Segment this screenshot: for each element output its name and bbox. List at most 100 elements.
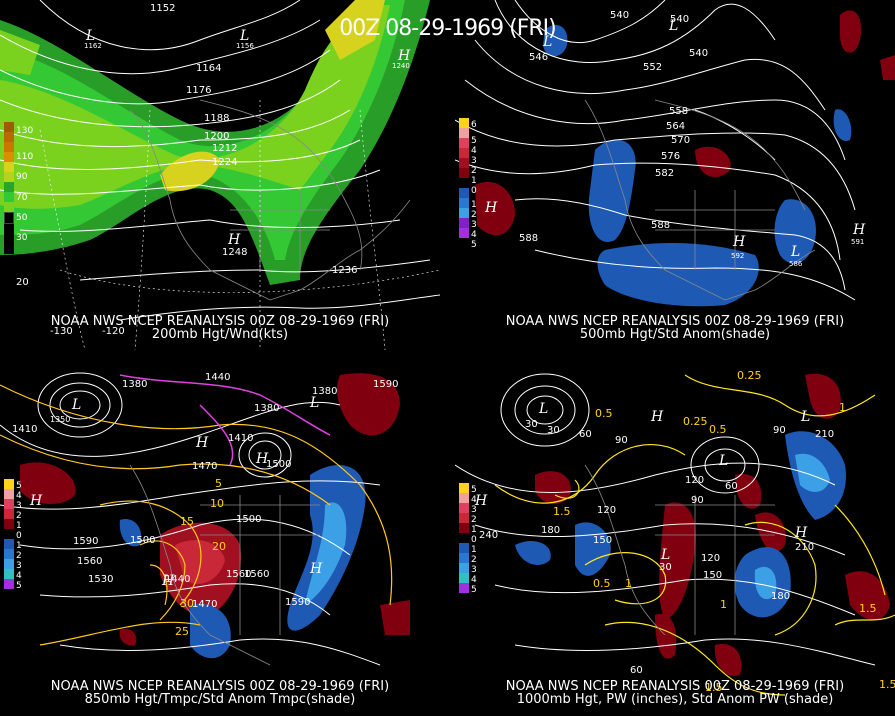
color-scale-500mb bbox=[459, 118, 469, 238]
contour-label: 120 bbox=[597, 505, 616, 516]
contour-label: 552 bbox=[643, 62, 662, 73]
low-center-marker: L bbox=[800, 409, 810, 425]
high-center-marker: H bbox=[794, 525, 808, 541]
pw-label: 0.25 bbox=[683, 415, 708, 428]
temp-label: 5 bbox=[215, 477, 222, 490]
high-center-marker: H bbox=[397, 48, 411, 64]
scale-label: 5 bbox=[471, 240, 477, 250]
contour-label: 1380 bbox=[312, 386, 337, 397]
longitude-label: -120 bbox=[102, 326, 125, 337]
scale-label: 30 bbox=[16, 233, 28, 243]
contour-label: 1560 bbox=[244, 569, 269, 580]
scale-label: 4 bbox=[16, 491, 22, 501]
high-center-marker: H bbox=[227, 232, 241, 248]
scale-label: 0 bbox=[16, 531, 22, 541]
scale-label: 3 bbox=[16, 561, 22, 571]
scale-label: 50 bbox=[16, 213, 28, 223]
high-center-marker: H bbox=[732, 234, 746, 250]
scale-label: 1 bbox=[16, 541, 22, 551]
contour-label: 1156 bbox=[236, 42, 254, 50]
contour-label: 1410 bbox=[12, 424, 37, 435]
contour-label: 210 bbox=[815, 429, 834, 440]
contour-label: 588 bbox=[519, 233, 538, 244]
contour-label: 540 bbox=[670, 14, 689, 25]
contour-label: 1188 bbox=[204, 113, 229, 124]
contour-label: 564 bbox=[666, 121, 685, 132]
scale-label: 1 bbox=[16, 521, 22, 531]
contour-label: 30 bbox=[525, 419, 538, 430]
pw-label: 0.5 bbox=[593, 577, 611, 590]
scale-label: 90 bbox=[16, 172, 28, 182]
contour-label: 210 bbox=[795, 542, 814, 553]
contour-label: 90 bbox=[773, 425, 786, 436]
longitude-label: -130 bbox=[50, 326, 73, 337]
panel-1000mb: 30 60 90 120 150 180 210 240 120 90 60 3… bbox=[455, 365, 895, 716]
contour-label: 1470 bbox=[192, 461, 217, 472]
high-center-marker: H bbox=[255, 451, 269, 467]
panel-500mb: 540 540 546 552 558 564 570 576 582 588 … bbox=[455, 0, 895, 350]
caption-line2: 500mb Hgt/Std Anom(shade) bbox=[579, 327, 771, 342]
scale-label: 0 bbox=[471, 535, 477, 545]
scale-label: 3 bbox=[471, 505, 477, 515]
pw-label: 0.5 bbox=[595, 407, 613, 420]
high-center-marker: H bbox=[484, 200, 498, 216]
map-500mb: 540 540 546 552 558 564 570 576 582 588 … bbox=[455, 0, 895, 307]
contour-label: 1410 bbox=[228, 433, 253, 444]
scale-label: 1 bbox=[471, 200, 477, 210]
temp-label: 10 bbox=[210, 497, 224, 510]
low-center-marker: L bbox=[239, 28, 249, 44]
pw-label: 1 bbox=[625, 577, 632, 590]
scale-label: 70 bbox=[16, 193, 28, 203]
caption-line2: 200mb Hgt/Wnd(kts) bbox=[151, 327, 289, 342]
scale-label: 2 bbox=[471, 210, 477, 220]
contour-label: 592 bbox=[731, 252, 744, 260]
contour-label: 60 bbox=[725, 481, 738, 492]
scale-label: 1 bbox=[471, 525, 477, 535]
pw-label: 1.5 bbox=[879, 678, 895, 691]
scale-label: 3 bbox=[471, 156, 477, 166]
scale-label: 4 bbox=[471, 146, 477, 156]
contour-label: 1440 bbox=[205, 372, 230, 383]
contour-label: 150 bbox=[593, 535, 612, 546]
contour-label: 586 bbox=[789, 260, 803, 268]
scale-label: 3 bbox=[471, 220, 477, 230]
temp-label: 15 bbox=[180, 515, 194, 528]
scale-label: 4 bbox=[471, 230, 477, 240]
contour-label: 1200 bbox=[204, 131, 229, 142]
low-center-marker: L bbox=[790, 244, 800, 260]
caption-line1: NOAA NWS NCEP REANALYSIS 00Z 08-29-1969 … bbox=[50, 679, 390, 694]
main-title: 00Z 08-29-1969 (FRI) bbox=[339, 16, 557, 41]
contour-label: 1176 bbox=[186, 85, 211, 96]
contour-label: 588 bbox=[651, 220, 670, 231]
contour-label: 90 bbox=[615, 435, 628, 446]
contour-label: 1212 bbox=[212, 143, 237, 154]
map-850mb: 1380 1440 1380 1410 1350 1410 1470 1380 … bbox=[0, 372, 410, 666]
contour-label: 90 bbox=[691, 495, 704, 506]
contour-label: 1380 bbox=[122, 379, 147, 390]
contour-label: 1248 bbox=[222, 247, 247, 258]
contour-label: 30 bbox=[547, 425, 560, 436]
contour-label: 1500 bbox=[266, 459, 291, 470]
contour-label: 546 bbox=[529, 52, 548, 63]
map-1000mb: 30 60 90 120 150 180 210 240 120 90 60 3… bbox=[455, 369, 895, 696]
low-center-marker: L bbox=[85, 28, 95, 44]
pw-label: 1.5 bbox=[859, 602, 877, 615]
scale-label: 110 bbox=[16, 152, 34, 162]
contour-label: 1240 bbox=[392, 62, 410, 70]
contour-label: 1440 bbox=[165, 574, 190, 585]
caption-line1: NOAA NWS NCEP REANALYSIS 00Z 08-29-1969 … bbox=[505, 679, 845, 694]
pw-label: 1 bbox=[839, 401, 846, 414]
caption-line2: 850mb Hgt/Tmpc/Std Anom Tmpc(shade) bbox=[84, 692, 356, 707]
contour-label: 30 bbox=[659, 562, 672, 573]
pw-label: 1.5 bbox=[705, 681, 723, 694]
color-scale-200mb bbox=[4, 122, 14, 254]
pw-label: 1 bbox=[720, 598, 727, 611]
scale-label: 5 bbox=[471, 136, 477, 146]
contour-label: 1500 bbox=[130, 535, 155, 546]
contour-label: 1590 bbox=[73, 536, 98, 547]
contour-label: 591 bbox=[851, 238, 864, 246]
scale-label: 2 bbox=[16, 551, 22, 561]
high-center-marker: H bbox=[650, 409, 664, 425]
scale-label: 2 bbox=[471, 515, 477, 525]
